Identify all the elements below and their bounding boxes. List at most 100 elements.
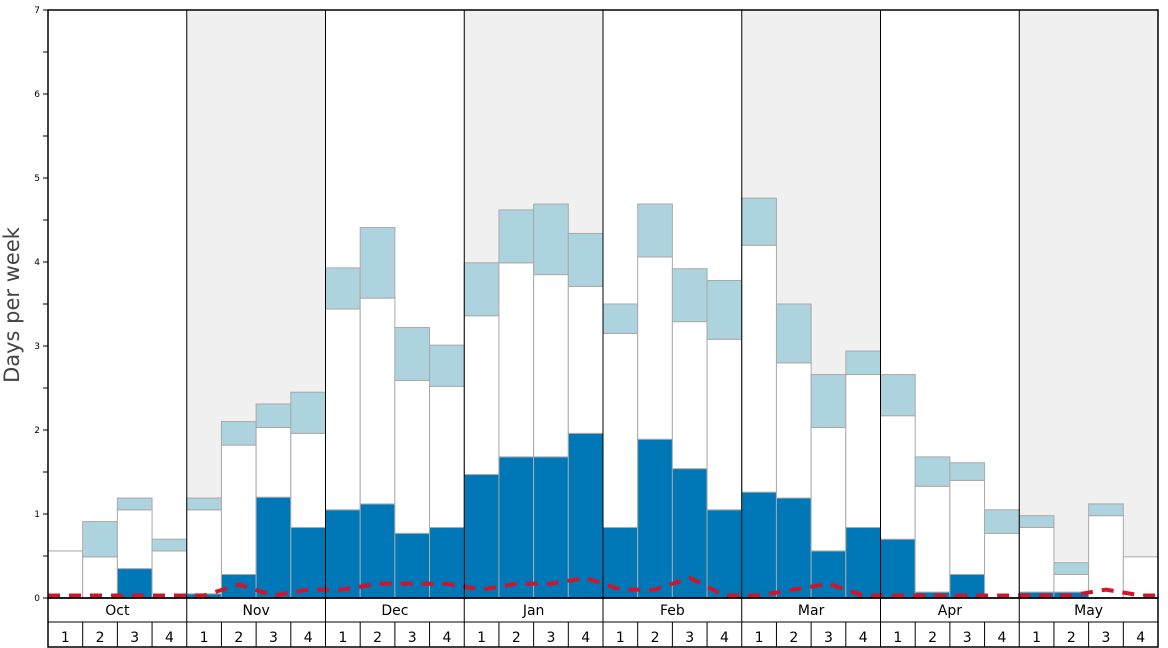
y-tick-label: 1 xyxy=(34,510,40,520)
bar-segment-2-week-8 xyxy=(290,391,326,434)
bar-segment-2-week-22 xyxy=(775,303,812,364)
bar-stacks xyxy=(47,197,1159,599)
bar-segment-0-week-22 xyxy=(775,497,812,599)
bar-segment-2-week-25 xyxy=(880,374,916,417)
bar-segment-1-week-13 xyxy=(463,315,500,476)
bar-segment-2-week-23 xyxy=(810,374,847,428)
bar-segment-2-week-15 xyxy=(533,203,569,276)
bar-segment-2-week-12 xyxy=(429,344,465,387)
bar-segment-0-week-20 xyxy=(706,509,743,599)
week-label: 2 xyxy=(789,630,798,646)
bar-segment-1-week-18 xyxy=(637,256,673,440)
month-label-oct: Oct xyxy=(105,603,130,619)
bar-segment-0-week-12 xyxy=(429,526,465,599)
week-label: 4 xyxy=(997,630,1006,646)
bar-segment-1-week-26 xyxy=(914,485,951,593)
y-tick-label: 2 xyxy=(34,426,40,436)
bar-segment-2-week-7 xyxy=(255,403,292,428)
bar-segment-2-week-20 xyxy=(706,279,743,340)
week-label: 4 xyxy=(304,630,313,646)
week-label: 4 xyxy=(581,630,590,646)
bar-segment-2-week-4 xyxy=(151,538,188,552)
bar-segment-1-week-31 xyxy=(1088,515,1124,599)
bar-segment-2-week-19 xyxy=(671,268,708,323)
bar-segment-1-week-2 xyxy=(82,556,118,599)
week-label: 1 xyxy=(61,630,70,646)
bar-segment-1-week-3 xyxy=(116,509,153,570)
bar-segment-1-week-25 xyxy=(880,415,916,540)
bar-segment-0-week-18 xyxy=(637,438,673,599)
bar-segment-0-week-14 xyxy=(498,456,535,599)
month-shade-may xyxy=(1019,10,1158,598)
bar-segment-1-week-20 xyxy=(706,338,743,511)
week-label: 2 xyxy=(1067,630,1076,646)
y-tick-label: 7 xyxy=(34,6,40,16)
bar-segment-2-week-5 xyxy=(186,497,222,511)
bar-segment-1-week-9 xyxy=(325,308,361,511)
bar-segment-0-week-16 xyxy=(567,432,604,599)
bar-segment-2-week-16 xyxy=(567,232,604,287)
month-label-apr: Apr xyxy=(938,603,962,619)
bar-segment-1-week-5 xyxy=(186,509,222,595)
week-label: 4 xyxy=(165,630,174,646)
bar-segment-0-week-11 xyxy=(394,532,431,599)
bar-segment-1-week-8 xyxy=(290,432,326,528)
bar-segment-0-week-13 xyxy=(463,474,500,599)
bar-segment-2-week-26 xyxy=(914,456,951,487)
week-label: 1 xyxy=(200,630,209,646)
bar-segment-2-week-14 xyxy=(498,209,535,264)
month-label-feb: Feb xyxy=(660,603,685,619)
bar-segment-1-week-15 xyxy=(533,274,569,458)
bar-segment-0-week-8 xyxy=(290,526,326,599)
week-label: 4 xyxy=(859,630,868,646)
month-label-dec: Dec xyxy=(381,603,408,619)
week-label: 3 xyxy=(269,630,278,646)
x-axis: Oct 1 2 3 4 Nov 1 2 3 4 Dec 1 2 3 4 Jan 1 2 3 4 Feb 1 2 3 4 Mar 1 2… xyxy=(47,10,1159,648)
bar-segment-2-week-30 xyxy=(1053,562,1090,575)
bar-segment-1-week-16 xyxy=(567,285,604,434)
week-label: 3 xyxy=(1102,630,1111,646)
y-tick-label: 0 xyxy=(34,594,40,604)
bar-segment-2-week-17 xyxy=(602,303,639,334)
week-label: 1 xyxy=(1032,630,1041,646)
bar-segment-1-week-12 xyxy=(429,385,465,528)
week-label: 1 xyxy=(893,630,902,646)
bar-segment-2-week-29 xyxy=(1018,515,1055,528)
bar-segment-2-week-28 xyxy=(984,509,1020,534)
bar-segment-2-week-24 xyxy=(845,350,881,376)
y-tick-label: 5 xyxy=(34,174,40,184)
week-label: 1 xyxy=(616,630,625,646)
bar-segment-1-week-27 xyxy=(949,479,986,575)
bar-segment-2-week-31 xyxy=(1088,503,1124,517)
bar-segment-1-week-22 xyxy=(775,362,812,499)
average-line-group xyxy=(48,575,1158,598)
bar-segment-2-week-11 xyxy=(394,327,431,381)
y-tick-label: 6 xyxy=(34,90,40,100)
week-label: 2 xyxy=(512,630,521,646)
month-label-mar: Mar xyxy=(798,603,825,619)
week-label: 3 xyxy=(824,630,833,646)
month-label-jan: Jan xyxy=(522,603,545,619)
week-label: 4 xyxy=(1136,630,1145,646)
bar-segment-0-week-25 xyxy=(880,538,916,599)
week-label: 3 xyxy=(547,630,556,646)
bar-segment-2-week-13 xyxy=(463,262,500,317)
bar-segment-1-week-7 xyxy=(255,426,292,498)
week-label: 3 xyxy=(408,630,417,646)
week-label: 1 xyxy=(477,630,486,646)
week-label: 2 xyxy=(651,630,660,646)
week-label: 4 xyxy=(720,630,729,646)
bar-segment-1-week-19 xyxy=(671,321,708,470)
bar-segment-1-week-29 xyxy=(1018,526,1055,593)
bar-segment-2-week-27 xyxy=(949,462,986,481)
bar-segment-0-week-15 xyxy=(533,456,569,599)
bar-segment-1-week-6 xyxy=(220,444,257,575)
week-label: 4 xyxy=(442,630,451,646)
bar-segment-1-week-10 xyxy=(359,297,396,505)
bar-segment-2-week-2 xyxy=(82,521,118,558)
bar-segment-1-week-28 xyxy=(984,532,1020,599)
bar-segment-1-week-23 xyxy=(810,426,847,552)
bar-segment-1-week-24 xyxy=(845,374,881,528)
week-label: 3 xyxy=(963,630,972,646)
